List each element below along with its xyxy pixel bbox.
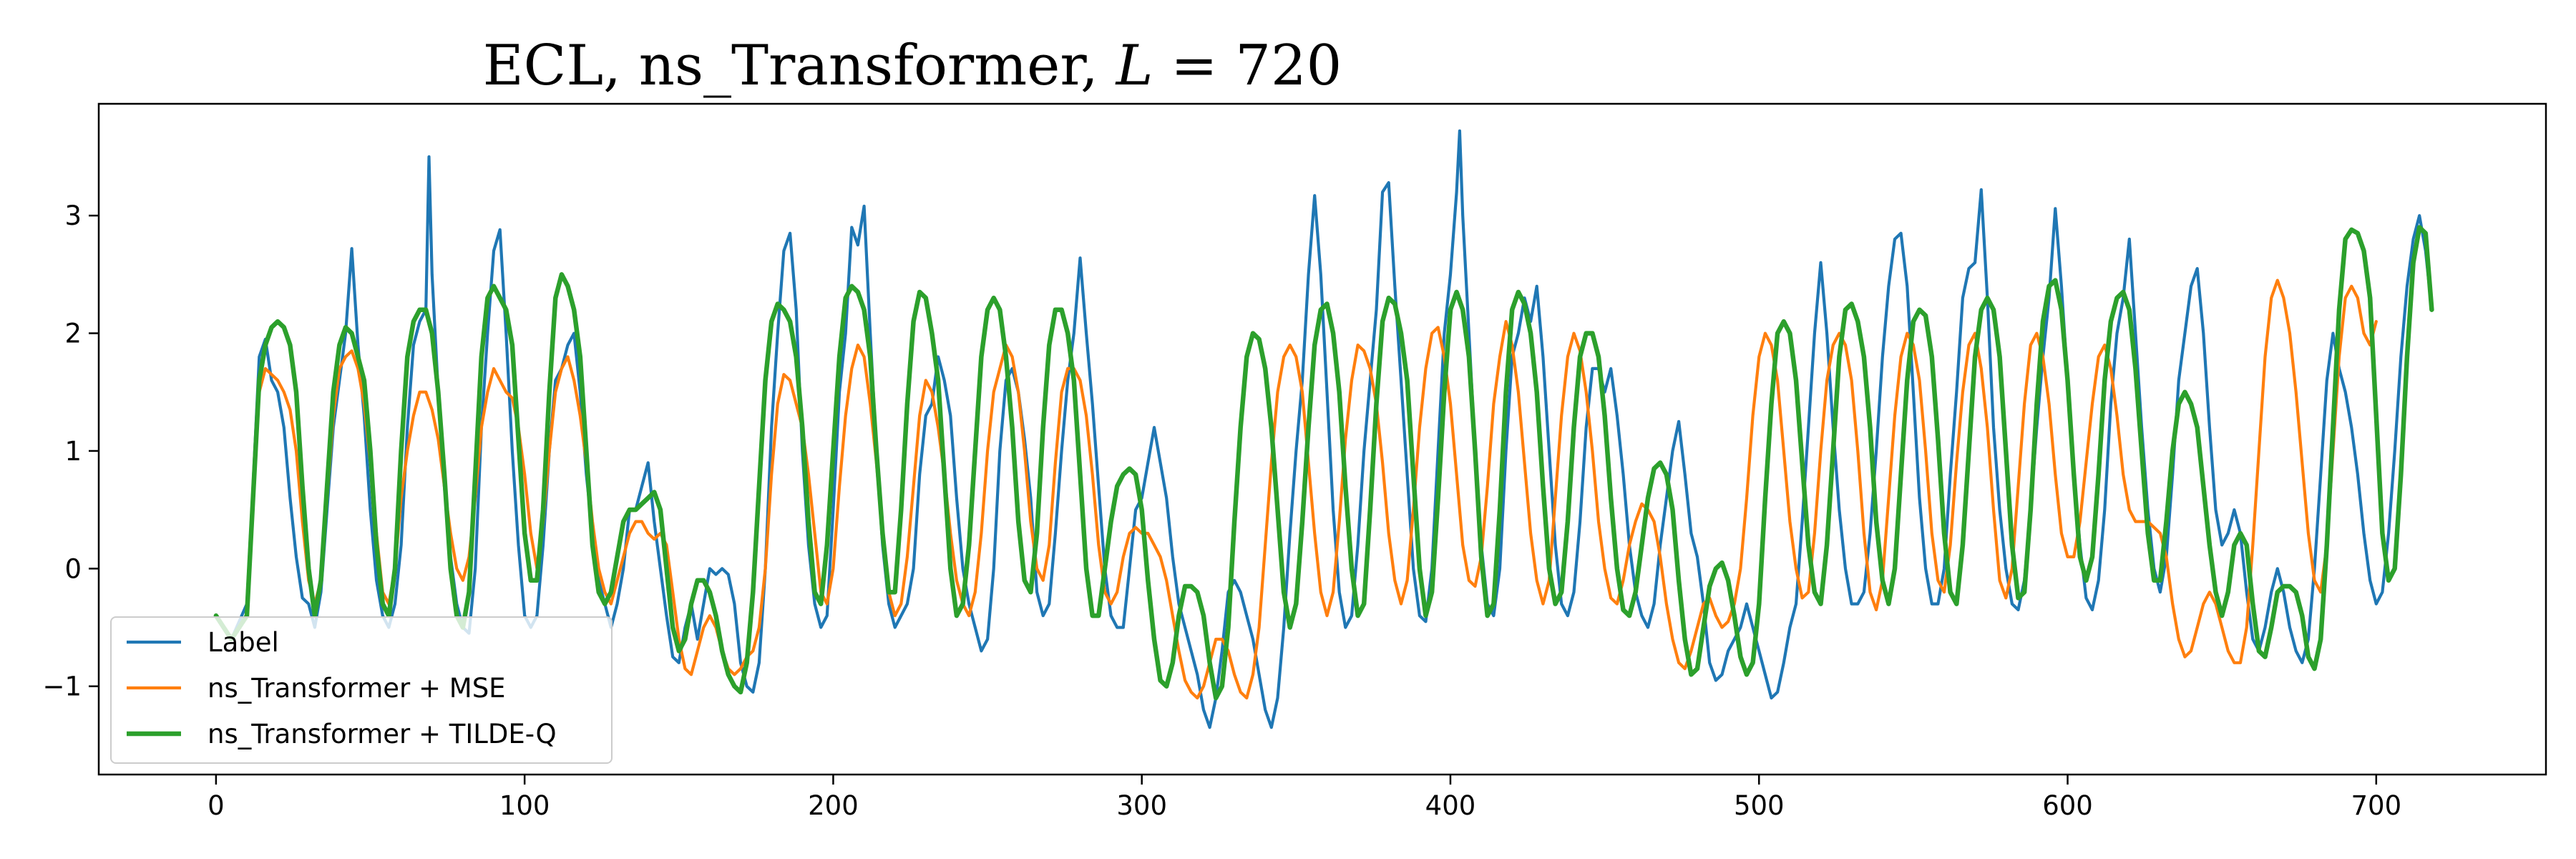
y-tick-label: 0 [64,553,82,584]
y-tick-label: 1 [64,436,82,467]
x-tick-label: 400 [1425,790,1476,821]
chart-title-variable: L [1115,34,1153,98]
x-axis: 0 100 200 300 400 500 600 700 [208,775,2401,821]
series-layer [213,129,2434,729]
legend-label: ns_Transformer + MSE [208,673,506,704]
plot-area-frame [97,102,2547,776]
x-tick-label: 0 [208,790,225,821]
x-tick-label: 600 [2042,790,2093,821]
y-axis: −1 0 1 2 3 [42,200,99,702]
chart-title-suffix: = 720 [1153,34,1342,98]
legend: Label ns_Transformer + MSE ns_Transformer … [110,616,613,764]
x-tick-label: 700 [2351,790,2401,821]
y-tick-label: −1 [42,671,82,702]
chart-title: ECL, ns_Transformer, L = 720 [483,34,1342,98]
legend-label: ns_Transformer + TILDE-Q [208,719,557,749]
legend-box [110,616,613,764]
x-tick-label: 100 [499,790,550,821]
y-tick-label: 2 [64,319,82,349]
x-tick-label: 500 [1734,790,1785,821]
legend-label: Label [208,627,279,658]
x-tick-label: 300 [1116,790,1167,821]
y-tick-label: 3 [64,200,82,231]
x-tick-label: 200 [808,790,859,821]
series-line-tilde-q [213,225,2434,701]
chart-title-prefix: ECL, ns_Transformer, [483,34,1116,98]
